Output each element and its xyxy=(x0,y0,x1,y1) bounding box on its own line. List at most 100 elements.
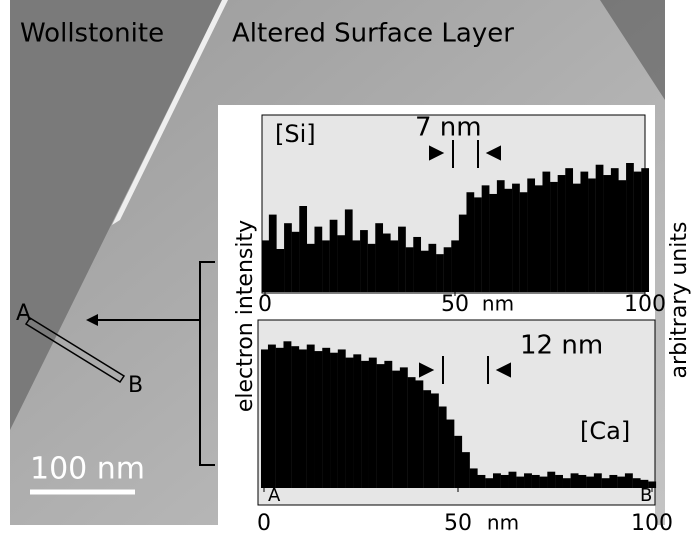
profile-bar xyxy=(315,351,323,488)
profile-bar xyxy=(459,215,467,292)
profile-bar xyxy=(571,473,579,488)
units-label: arbitrary units xyxy=(667,222,692,379)
profile-bar xyxy=(641,168,649,292)
profile-bar xyxy=(299,206,307,292)
profile-bar xyxy=(322,240,330,292)
x-axis-label: nm xyxy=(482,292,514,316)
x-axis-label: nm xyxy=(487,511,519,535)
end-label: B xyxy=(640,485,652,506)
profile-bar xyxy=(466,192,474,292)
profile-bar xyxy=(542,172,550,292)
x-tick-label: 100 xyxy=(631,511,673,535)
profile-bar xyxy=(563,478,571,488)
profile-bar xyxy=(360,230,368,292)
y-label: electron intensity xyxy=(233,220,258,412)
element-label: [Si] xyxy=(275,120,316,148)
profile-bar xyxy=(292,232,300,292)
profile-bar xyxy=(406,247,414,292)
profile-bar xyxy=(501,475,509,488)
scale-label: 100 nm xyxy=(30,452,145,487)
right-label: Altered Surface Layer xyxy=(232,19,514,49)
profile-bar xyxy=(431,393,439,488)
profile-bar xyxy=(346,358,354,488)
profile-bar xyxy=(392,371,400,488)
profile-bar xyxy=(451,240,459,292)
profile-bar xyxy=(398,227,406,292)
profile-bar xyxy=(603,175,611,292)
profile-bar xyxy=(558,175,566,292)
profile-bar xyxy=(283,341,291,488)
profile-bar xyxy=(512,184,520,292)
profile-bar xyxy=(330,353,338,488)
profile-bar xyxy=(413,237,421,292)
profile-bar xyxy=(291,346,299,488)
profile-bar xyxy=(462,452,470,488)
profile-bar xyxy=(578,475,586,488)
profile-bar xyxy=(497,180,505,292)
profile-bar xyxy=(477,475,485,488)
x-tick-label: 50 xyxy=(444,511,472,535)
profile-bar xyxy=(609,475,617,488)
profile-bar xyxy=(369,358,377,488)
profile-bar xyxy=(269,215,277,292)
profile-bar xyxy=(535,185,543,292)
profile-bar xyxy=(423,390,431,488)
profile-bar xyxy=(634,172,642,292)
profile-bar xyxy=(580,172,588,292)
profile-bar xyxy=(470,468,478,488)
profile-bar xyxy=(588,178,596,292)
profile-bar xyxy=(540,477,548,488)
x-tick-label: 100 xyxy=(624,292,666,317)
profile-bar xyxy=(611,168,619,292)
profile-bar xyxy=(532,475,540,488)
profile-bar xyxy=(338,349,346,488)
left-label: Wollstonite xyxy=(20,19,164,49)
profile-bar xyxy=(617,477,625,488)
profile-bar xyxy=(262,240,270,292)
profile-bar xyxy=(602,478,610,488)
profile-bar xyxy=(330,220,338,292)
profile-bar xyxy=(444,247,452,292)
x-tick-label: 0 xyxy=(258,292,272,317)
profile-bar xyxy=(618,180,626,292)
profile-bar xyxy=(261,349,269,488)
profile-bar xyxy=(547,472,555,488)
profile-bar xyxy=(454,436,462,488)
profile-bar xyxy=(284,223,292,292)
x-tick-label: 0 xyxy=(257,511,271,535)
profile-bar xyxy=(485,478,493,488)
profile-bar xyxy=(482,185,490,292)
profile-bar xyxy=(299,349,307,488)
profile-bar xyxy=(314,227,322,292)
profile-bar xyxy=(516,477,524,488)
profile-bar xyxy=(550,182,558,292)
profile-bar xyxy=(504,189,512,292)
profile-bar xyxy=(439,407,447,489)
profile-bar xyxy=(625,473,633,488)
profile-bar xyxy=(384,361,392,488)
point-b: B xyxy=(128,373,143,398)
profile-bar xyxy=(573,184,581,292)
profile-bar xyxy=(368,244,376,292)
profile-bar xyxy=(527,178,535,292)
profile-bar xyxy=(446,420,454,488)
element-label: [Ca] xyxy=(580,417,630,445)
profile-bar xyxy=(375,223,383,292)
profile-bar xyxy=(268,345,276,488)
profile-bar xyxy=(307,345,315,488)
start-label: A xyxy=(268,485,281,506)
profile-bar xyxy=(626,163,634,292)
profile-bar xyxy=(408,377,416,488)
profile-bar xyxy=(421,251,429,292)
figure: Wollstonite Altered Surface Layer 100 nm… xyxy=(0,0,696,535)
profile-bar xyxy=(322,348,330,488)
point-a: A xyxy=(16,301,31,326)
profile-bar xyxy=(353,354,361,488)
profile-bar xyxy=(524,473,532,488)
profile-bar xyxy=(415,380,423,488)
profile-bar xyxy=(586,477,594,488)
profile-bar xyxy=(565,168,573,292)
profile-bar xyxy=(345,209,353,292)
profile-bar xyxy=(352,240,360,292)
profile-bar xyxy=(555,475,563,488)
